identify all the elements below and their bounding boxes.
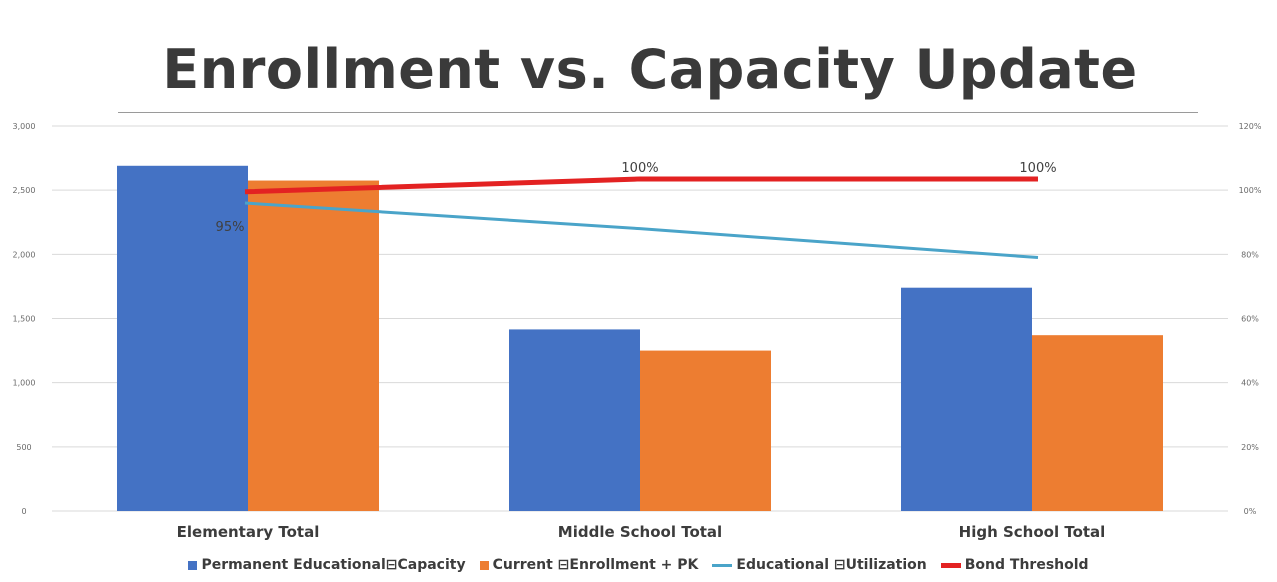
y-left-tick-label: 2,500: [13, 186, 36, 195]
bar: [509, 329, 640, 511]
legend-item: Bond Threshold: [940, 557, 1089, 573]
line-series: [244, 176, 1039, 260]
left-axis-ticks: 0 500 1,000 1,500 2,000 2,500 3,000: [13, 122, 36, 516]
category-label: Elementary Total: [177, 523, 320, 541]
legend-label: Permanent Educational⊟Capacity: [201, 557, 466, 573]
y-right-tick-label: 60%: [1241, 315, 1259, 324]
legend: Permanent Educational⊟Capacity Current ⊟E…: [0, 557, 1277, 573]
y-left-tick-label: 1,000: [13, 379, 36, 388]
right-axis-ticks: 0% 20% 40% 60% 80% 100% 120%: [1239, 122, 1262, 516]
y-right-tick-label: 0%: [1244, 507, 1257, 516]
y-right-tick-label: 100%: [1239, 186, 1262, 195]
legend-item: Current ⊟Enrollment + PK: [479, 557, 699, 573]
data-label: 100%: [1019, 161, 1056, 176]
legend-swatch: [712, 563, 733, 567]
chart-title: Enrollment vs. Capacity Update: [162, 38, 1138, 101]
data-label: 100%: [621, 161, 658, 176]
bar: [117, 165, 248, 512]
y-right-tick-label: 40%: [1241, 379, 1259, 388]
legend-label: Bond Threshold: [964, 557, 1089, 573]
legend-swatch: [188, 560, 198, 570]
series-line: [244, 176, 1038, 195]
category-label: Middle School Total: [558, 523, 722, 541]
bar: [901, 287, 1032, 511]
y-left-tick-label: 500: [16, 443, 31, 452]
legend-label: Educational ⊟Utilization: [736, 557, 927, 573]
data-labels: 95% 100% 100%: [216, 161, 1057, 235]
bar: [1032, 335, 1163, 511]
legend-item: Permanent Educational⊟Capacity: [188, 557, 466, 573]
y-right-tick-label: 120%: [1239, 122, 1262, 131]
y-left-tick-label: 1,500: [13, 315, 36, 324]
category-labels: Elementary Total Middle School Total High …: [177, 523, 1106, 541]
y-right-tick-label: 20%: [1241, 443, 1259, 452]
y-left-tick-label: 3,000: [13, 122, 36, 131]
y-left-tick-label: 2,000: [13, 250, 36, 259]
y-left-tick-label: 0: [21, 507, 26, 516]
bar: [640, 350, 771, 511]
bar: [248, 180, 379, 511]
legend-swatch: [479, 560, 489, 570]
series-line: [244, 201, 1039, 260]
data-label: 95%: [216, 220, 245, 235]
y-right-tick-label: 80%: [1241, 250, 1259, 259]
legend-swatch: [940, 562, 961, 568]
chart-area: 0 500 1,000 1,500 2,000 2,500 3,000 0% 20% 40% 60…: [13, 122, 1262, 541]
category-label: High School Total: [959, 523, 1106, 541]
title-divider: [118, 112, 1198, 113]
bar-series: [117, 165, 1163, 512]
legend-item: Educational ⊟Utilization: [712, 557, 927, 573]
legend-label: Current ⊟Enrollment + PK: [492, 557, 699, 573]
